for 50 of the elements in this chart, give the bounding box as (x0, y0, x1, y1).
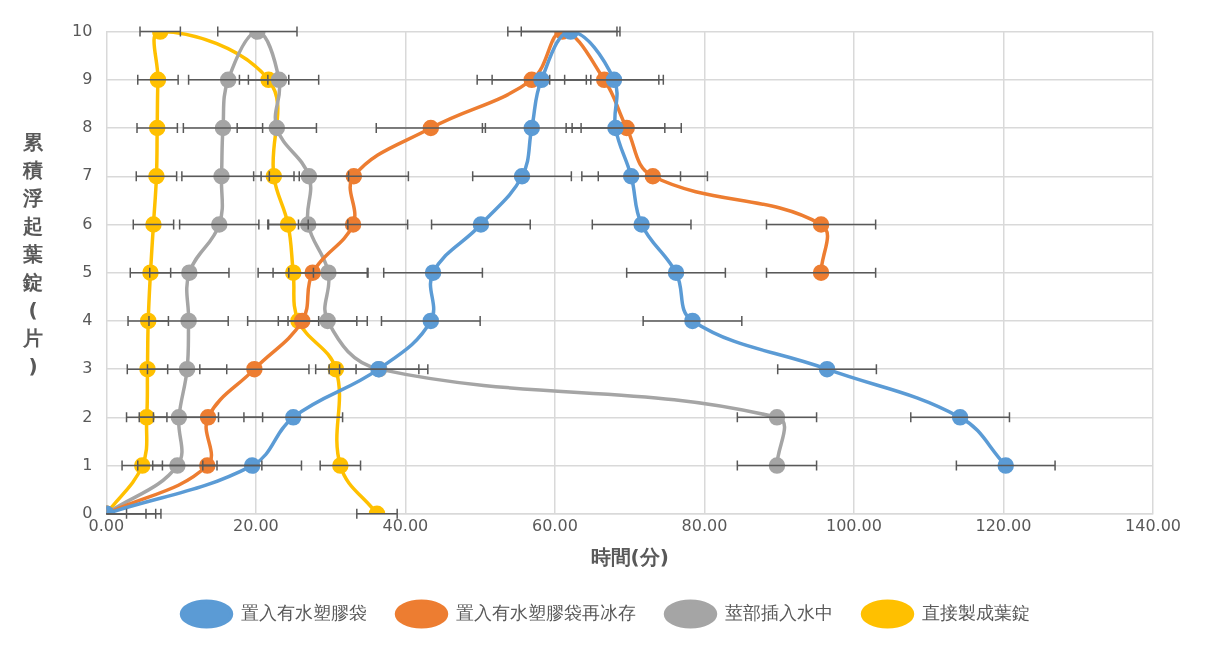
y-tick-label: 1 (82, 454, 93, 474)
point (285, 409, 302, 426)
y-tick-label: 9 (82, 68, 93, 88)
point (169, 457, 186, 474)
point (300, 168, 318, 185)
point (633, 216, 650, 233)
point (768, 409, 786, 426)
x-tick-label: 40.00 (382, 515, 429, 535)
point (181, 264, 198, 281)
point (199, 409, 217, 426)
point (667, 264, 685, 281)
point (213, 168, 230, 185)
y-tick-label: 10 (72, 20, 93, 40)
y-tick-label: 8 (82, 117, 93, 137)
legend-label: 直接製成葉錠 (921, 601, 1030, 623)
y-tick-label: 4 (82, 310, 93, 330)
point (424, 264, 442, 281)
x-tick-label: 100.00 (825, 515, 882, 535)
text: 累積浮起葉錠(片) (23, 130, 43, 378)
point (332, 457, 349, 474)
y-tick-label: 5 (82, 261, 93, 281)
point (644, 168, 662, 185)
point (211, 216, 228, 233)
point (243, 457, 261, 474)
point (170, 409, 188, 426)
x-tick-label: 80.00 (681, 515, 728, 535)
point (951, 409, 969, 426)
y-tick-label: 3 (82, 358, 93, 378)
point (320, 264, 337, 281)
point (622, 168, 640, 185)
legend-label: 莖部插入水中 (724, 601, 833, 623)
legend-label: 置入有水塑膠袋再冰存 (455, 601, 636, 623)
point (768, 457, 786, 474)
y-tick-label: 7 (82, 165, 93, 185)
point (997, 457, 1014, 474)
y-tick-label: 2 (82, 406, 93, 426)
y-tick-label: 6 (82, 213, 93, 233)
point (812, 216, 830, 233)
x-tick-label: 120.00 (975, 515, 1032, 535)
legend-label: 置入有水塑膠袋 (240, 601, 367, 623)
x-axis-title: 時間(分) (590, 545, 669, 570)
point (513, 168, 531, 185)
point (472, 216, 490, 233)
point (145, 216, 162, 233)
point (279, 216, 297, 233)
x-tick-label: 140.00 (1125, 515, 1181, 535)
x-tick-label: 60.00 (532, 515, 578, 535)
point (148, 168, 165, 185)
point (812, 264, 830, 281)
x-tick-label: 20.00 (232, 515, 279, 535)
